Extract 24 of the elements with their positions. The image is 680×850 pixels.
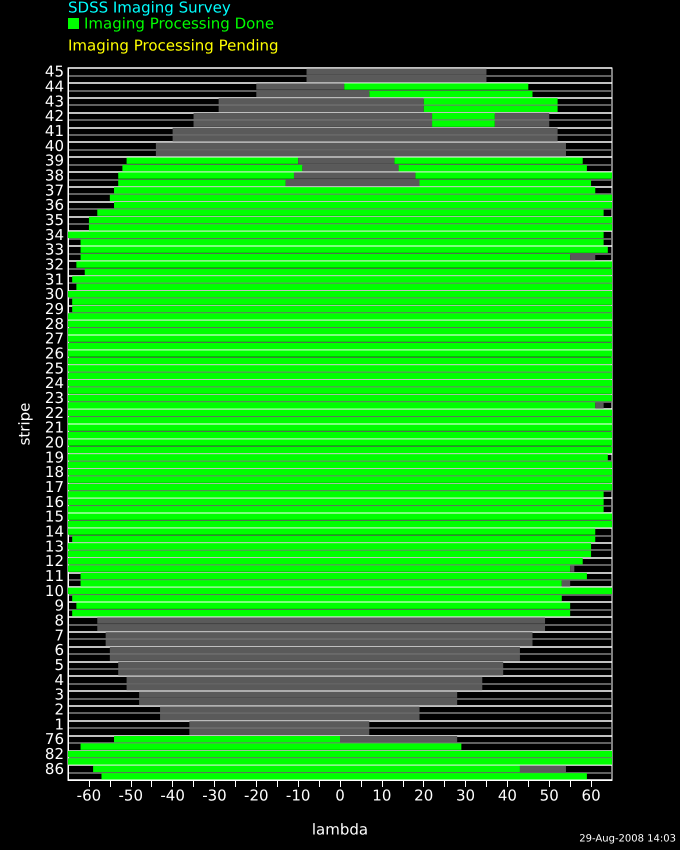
text: Imaging Processing Pending: [68, 36, 279, 54]
text: 29-Aug-2008 14:03: [579, 834, 676, 844]
x-tick-label: 60: [582, 786, 601, 804]
bar: [570, 254, 596, 260]
x-tick-label: 20: [414, 786, 434, 804]
x-axis-title: lambda: [312, 820, 368, 838]
x-tick-label: -20: [244, 786, 269, 804]
x-tick-label: 10: [372, 786, 392, 804]
x-tick-label: -60: [76, 786, 102, 804]
chart-title: SDSS Imaging Survey: [68, 0, 231, 16]
x-tick-label: 0: [335, 786, 345, 804]
bar: [562, 580, 570, 587]
x-tick-label: -40: [160, 786, 185, 804]
x-tick-label: 40: [498, 786, 517, 804]
legend-label: Imaging Processing Done: [84, 14, 274, 32]
y-axis-title: stripe: [16, 402, 34, 446]
bar: [595, 402, 604, 409]
x-tick-label: -50: [118, 786, 144, 804]
bar: [520, 766, 566, 772]
x-tick-label: 30: [456, 786, 476, 804]
bar: [570, 565, 574, 572]
x-tick-label: -30: [202, 786, 227, 804]
x-tick-label: 50: [540, 786, 559, 804]
x-tick-label: -10: [286, 786, 310, 804]
